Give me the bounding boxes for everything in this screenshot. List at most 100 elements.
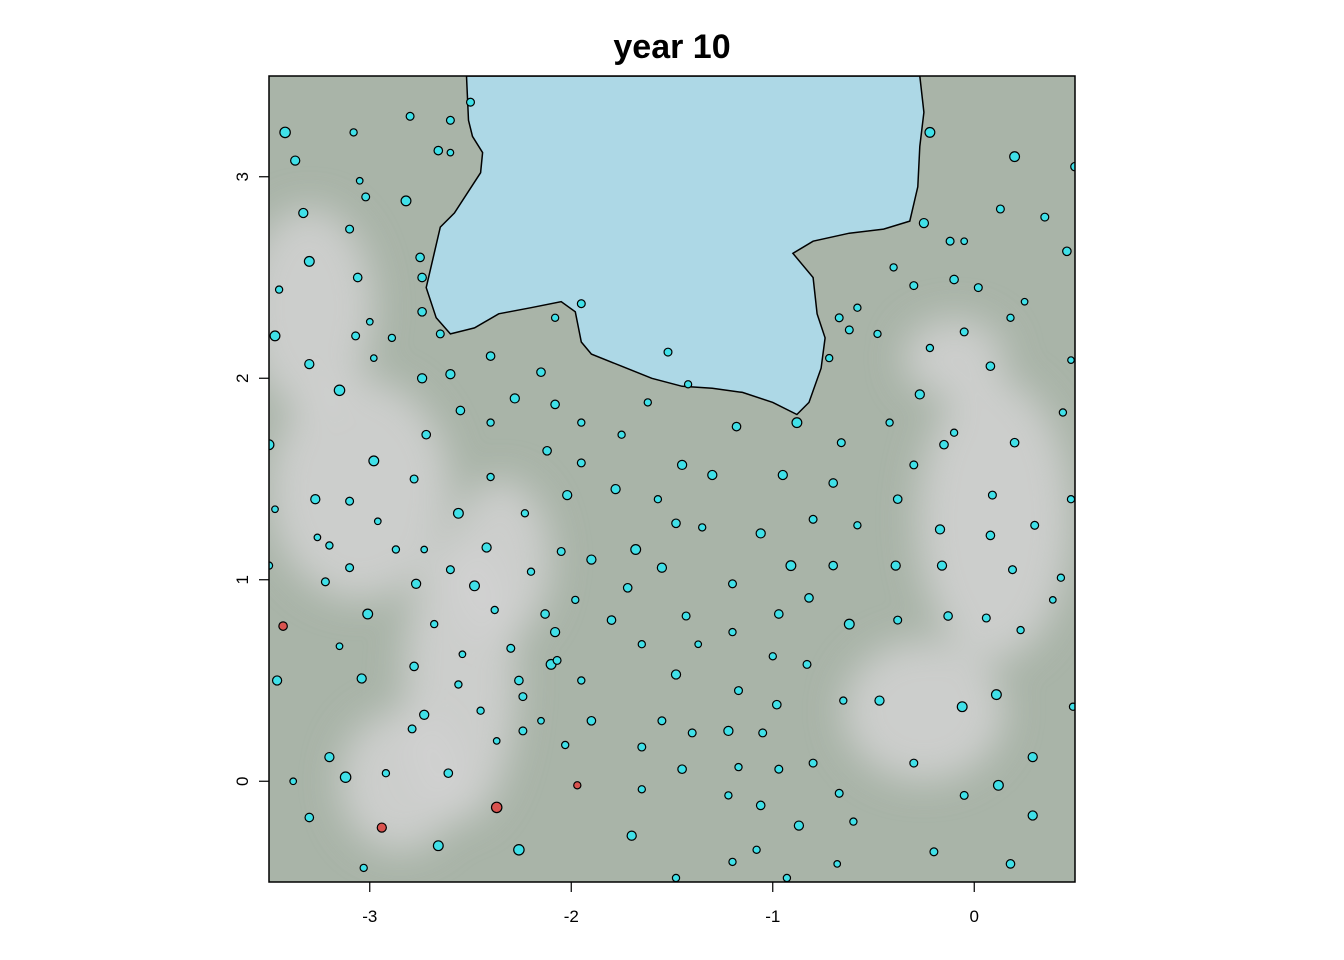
- data-point: [445, 565, 455, 575]
- data-point: [687, 728, 697, 738]
- data-point: [271, 675, 283, 686]
- data-point: [452, 507, 464, 519]
- data-point: [808, 514, 818, 524]
- data-point: [345, 224, 355, 234]
- data-point: [802, 659, 812, 669]
- data-point: [630, 544, 642, 555]
- data-point: [576, 458, 586, 468]
- data-point: [637, 640, 647, 649]
- data-point: [1020, 297, 1029, 306]
- data-point: [960, 237, 969, 246]
- data-point: [269, 330, 281, 342]
- data-point: [506, 643, 516, 653]
- data-point: [987, 490, 997, 500]
- data-point: [1067, 356, 1075, 364]
- data-point: [949, 274, 959, 285]
- data-point: [1070, 161, 1075, 172]
- data-point: [890, 560, 901, 571]
- data-point: [752, 845, 761, 855]
- data-point: [723, 725, 734, 737]
- data-point: [785, 560, 797, 572]
- data-point: [1005, 859, 1016, 869]
- data-point: [400, 195, 412, 207]
- data-point: [853, 303, 862, 312]
- data-point: [956, 701, 968, 713]
- data-point: [445, 115, 455, 125]
- data-point: [556, 546, 566, 557]
- data-point: [694, 640, 703, 649]
- data-point: [274, 285, 284, 294]
- data-point: [834, 313, 844, 323]
- y-tick-label: 0: [233, 777, 252, 786]
- data-point: [995, 204, 1005, 214]
- data-point: [959, 327, 969, 337]
- data-point: [1066, 495, 1075, 504]
- data-point: [417, 306, 427, 317]
- y-tick-label: 3: [233, 172, 252, 181]
- data-point: [416, 373, 428, 384]
- data-point: [576, 299, 586, 309]
- data-point: [485, 351, 496, 361]
- data-point: [571, 595, 580, 605]
- plot-area: [269, 76, 1075, 882]
- data-point: [552, 655, 562, 665]
- data-point: [335, 642, 344, 651]
- data-point: [893, 615, 903, 625]
- data-point: [990, 689, 1002, 701]
- data-point: [637, 785, 647, 794]
- data-point: [514, 675, 524, 686]
- data-point: [381, 769, 391, 778]
- data-point: [874, 695, 885, 706]
- data-point: [828, 560, 839, 571]
- data-point: [561, 740, 570, 750]
- data-point: [617, 430, 626, 439]
- data-point: [755, 528, 766, 539]
- data-point: [924, 126, 936, 138]
- data-point: [577, 418, 586, 427]
- data-point: [853, 521, 862, 530]
- data-point: [469, 580, 480, 592]
- data-point: [352, 272, 363, 283]
- data-point: [773, 609, 784, 619]
- data-point: [936, 560, 948, 571]
- data-point: [839, 696, 848, 705]
- data-point: [446, 148, 455, 157]
- data-point: [577, 676, 586, 685]
- data-point: [918, 217, 930, 229]
- data-point: [656, 562, 668, 573]
- data-point: [355, 176, 364, 185]
- data-point: [985, 530, 996, 541]
- x-tick-label: -1: [765, 907, 780, 926]
- data-point: [1009, 437, 1020, 448]
- data-point: [637, 742, 647, 752]
- data-point: [433, 145, 444, 156]
- y-tick-label: 1: [233, 575, 252, 584]
- data-point: [409, 474, 419, 484]
- data-point: [410, 578, 422, 589]
- data-point: [435, 329, 445, 339]
- data-point: [409, 661, 419, 672]
- data-point: [804, 593, 814, 603]
- data-point: [791, 417, 803, 429]
- data-point: [724, 791, 733, 800]
- data-point: [443, 768, 454, 779]
- data-point: [586, 554, 597, 565]
- data-point: [361, 192, 371, 202]
- data-point: [657, 716, 667, 726]
- data-point: [542, 445, 552, 456]
- data-point: [782, 873, 792, 882]
- data-point: [458, 650, 467, 659]
- data-point: [1007, 565, 1018, 575]
- data-point: [949, 428, 959, 437]
- data-point: [728, 627, 737, 637]
- data-point: [486, 418, 495, 427]
- data-point: [1016, 625, 1025, 635]
- data-point: [289, 777, 298, 786]
- data-point: [421, 429, 432, 440]
- data-point: [670, 669, 682, 680]
- highland-area: [917, 378, 1071, 661]
- data-point: [728, 857, 737, 867]
- data-point: [454, 680, 463, 689]
- data-point: [727, 579, 738, 589]
- data-point: [1030, 520, 1040, 530]
